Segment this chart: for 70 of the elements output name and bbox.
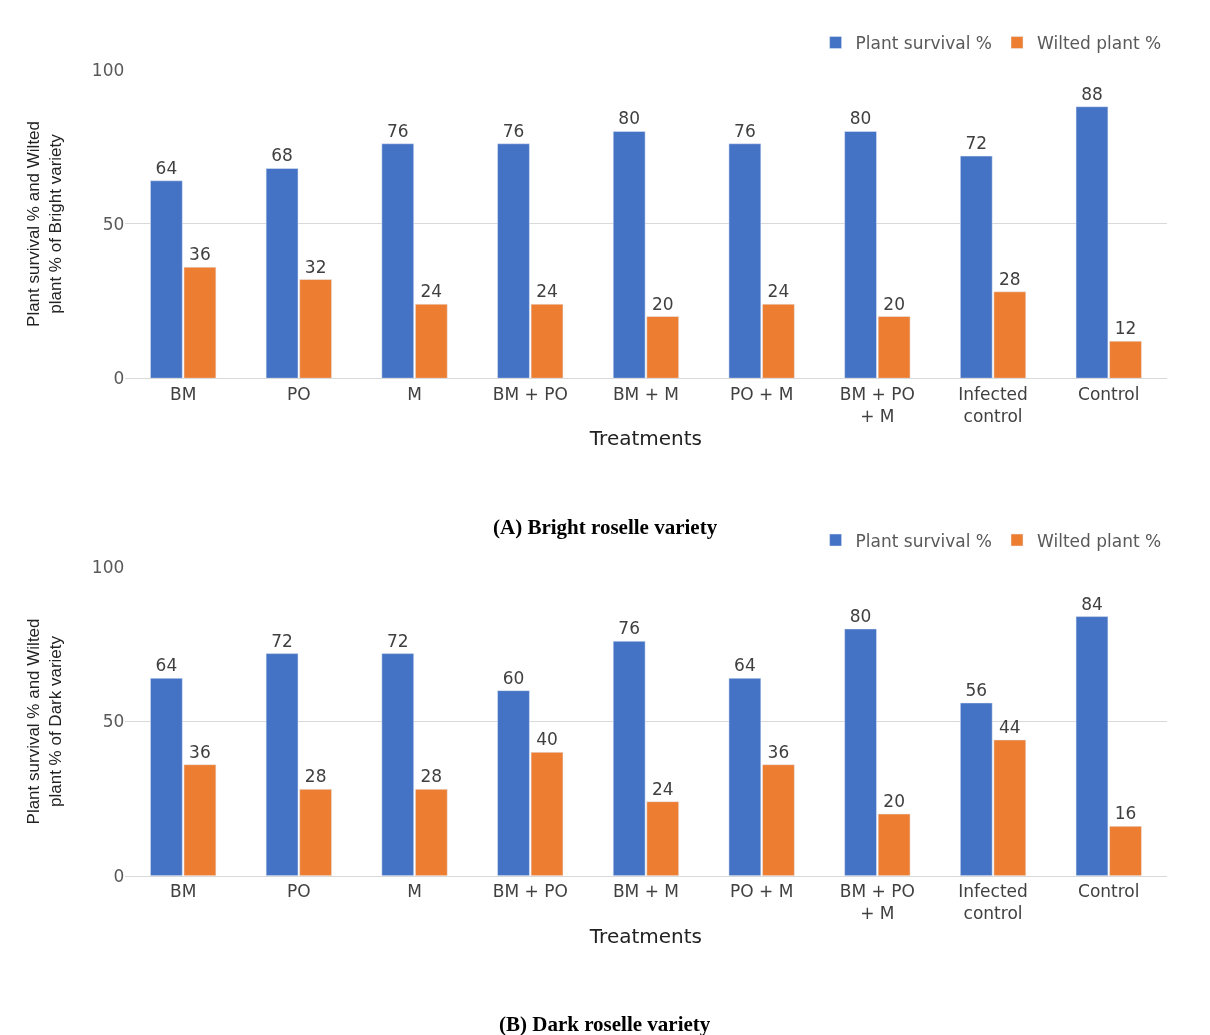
data-label: 36 (189, 741, 211, 762)
text: (A) Bright roselle variety (493, 515, 718, 539)
data-label: 80 (849, 605, 872, 626)
data-label: 36 (767, 741, 790, 762)
data-label: 28 (304, 766, 327, 787)
data-label: 44 (999, 716, 1021, 737)
x-tick-label: PO (287, 383, 311, 404)
data-label: 60 (502, 667, 525, 688)
data-label: 28 (999, 268, 1021, 289)
legend-label: Wilted plant % (1037, 530, 1162, 551)
data-label: 20 (883, 293, 905, 314)
x-tick-label: BM + M (612, 383, 679, 404)
y-tick-label: 100 (91, 557, 125, 578)
y-tick-label: 50 (102, 711, 125, 732)
data-label: 72 (271, 630, 293, 651)
data-label: 76 (386, 120, 409, 141)
x-tick-label: Infected control (958, 383, 1028, 426)
data-label: 88 (1081, 83, 1103, 104)
data-label: 20 (883, 791, 905, 812)
data-label: 24 (767, 281, 790, 302)
data-label: 72 (386, 630, 409, 651)
data-label: 56 (965, 679, 988, 700)
y-tick-label: 50 (102, 213, 125, 234)
legend-label: Wilted plant % (1037, 33, 1162, 54)
data-label: 32 (304, 256, 327, 277)
x-tick-label: PO + M (729, 383, 794, 404)
data-label: 76 (734, 120, 756, 141)
text: (B) Dark roselle variety (499, 1012, 711, 1035)
y-tick-label: 100 (91, 59, 125, 80)
data-label: 64 (734, 655, 756, 676)
y-tick-label: 0 (113, 865, 125, 886)
x-tick-label: BM + PO + M (839, 383, 915, 426)
x-tick-label: Control (1078, 881, 1140, 902)
legend-label: Plant survival % (855, 33, 993, 54)
x-tick-label: BM + PO (492, 383, 568, 404)
x-tick-label: Infected control (958, 881, 1028, 924)
data-label: 36 (189, 244, 211, 265)
data-label: 24 (420, 281, 443, 302)
x-tick-label: BM + M (612, 881, 679, 902)
x-tick-label: M (407, 881, 422, 902)
data-label: 16 (1114, 803, 1137, 824)
data-label: 76 (502, 120, 525, 141)
data-label: 20 (651, 293, 674, 314)
data-label: 68 (271, 145, 293, 166)
y-axis-title: Plant survival % and Wilted plant % of Dark variety (24, 618, 66, 825)
data-label: 24 (536, 281, 558, 302)
legend-label: Plant survival % (855, 530, 993, 551)
x-tick-label: BM + PO + M (839, 881, 915, 924)
data-label: 84 (1081, 593, 1103, 614)
data-label: 64 (155, 655, 178, 676)
data-label: 28 (420, 766, 443, 787)
x-tick-label: BM + PO (492, 881, 568, 902)
x-tick-label: Control (1078, 383, 1140, 404)
data-label: 40 (536, 729, 558, 750)
data-label: 80 (849, 108, 872, 129)
x-axis-title: Treatments (588, 426, 703, 451)
data-label: 64 (155, 157, 178, 178)
x-tick-label: BM (169, 881, 197, 902)
data-label: 24 (651, 778, 674, 799)
data-label: 76 (618, 618, 640, 639)
x-tick-label: PO (287, 881, 311, 902)
data-label: 72 (965, 133, 988, 154)
y-axis-title: Plant survival % and Wilted plant % of Bright variety (24, 120, 66, 327)
x-axis-title: Treatments (588, 923, 703, 948)
x-tick-label: PO + M (729, 881, 794, 902)
y-tick-label: 0 (113, 368, 125, 389)
data-label: 12 (1114, 318, 1137, 339)
x-tick-label: BM (169, 383, 197, 404)
data-label: 80 (618, 108, 640, 129)
x-tick-label: M (407, 383, 422, 404)
